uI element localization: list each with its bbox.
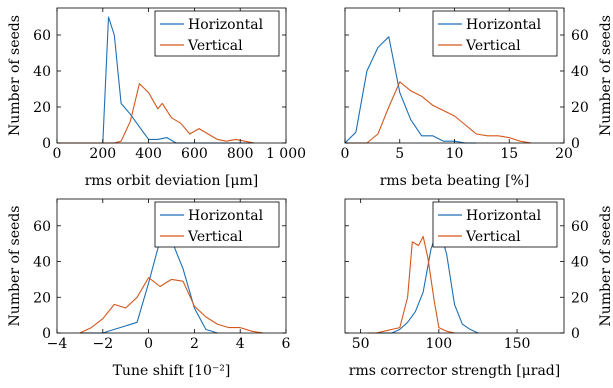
panel-2-y-tick-label: 0 — [571, 136, 580, 152]
panel-4-y-tick-label: 60 — [571, 219, 589, 235]
panel-1-legend-label-vertical: Vertical — [187, 38, 243, 54]
panel-3-legend-label-horizontal: Horizontal — [188, 208, 264, 224]
panel-3-x-tick-label: −4 — [47, 336, 68, 352]
panel-2-x-axis-label: rms beta beating [%] — [380, 173, 530, 189]
panel-1-x-tick-label: 400 — [135, 146, 162, 162]
panel-2-series-line-vertical — [345, 81, 532, 144]
panel-2-x-tick-label: 10 — [446, 146, 464, 162]
panel-3-x-tick-label: 2 — [190, 336, 199, 352]
panel-3-y-tick-label: 60 — [33, 219, 51, 235]
panel-4-x-tick-label: 100 — [425, 336, 452, 352]
chart-panel-1: 0 200 400 600 800 1 000 0 20 40 60 rms orbit devia… — [7, 7, 306, 189]
panel-3-plot-frame — [56, 198, 287, 334]
panel-4-y-tick-label: 0 — [571, 326, 580, 342]
panel-1-legend-box — [154, 10, 280, 57]
panel-1-legend-label-horizontal: Horizontal — [188, 17, 264, 33]
panel-4-legend-label-vertical: Vertical — [465, 229, 521, 245]
panel-4-y-tick-label: 20 — [571, 290, 589, 306]
panel-1-y-tick-label: 40 — [33, 64, 51, 80]
panel-3-x-tick-label: 0 — [144, 336, 153, 352]
panel-3-series-line-vertical — [79, 277, 264, 334]
panel-2-x-tick-label: 0 — [341, 146, 350, 162]
panel-3-x-axis-label: Tune shift [10⁻²] — [113, 363, 231, 379]
panel-1-legend: Horizontal Vertical — [154, 10, 280, 57]
panel-2-y-tick-label: 40 — [571, 64, 589, 80]
panel-2-y-tick-label: 60 — [571, 28, 589, 44]
panel-4-series-line-horizontal — [376, 225, 479, 334]
panel-1-y-axis-label: Number of seeds — [7, 15, 23, 136]
panel-1-plot-frame — [56, 7, 287, 144]
panel-3-x-tick-label: 4 — [236, 336, 245, 352]
panel-2-y-tick-label: 20 — [571, 100, 589, 116]
panel-2-legend-label-horizontal: Horizontal — [466, 17, 542, 33]
panel-1-y-tick-label: 20 — [33, 100, 51, 116]
panel-4-legend-label-horizontal: Horizontal — [466, 208, 542, 224]
panel-1-x-tick-label: 800 — [227, 146, 254, 162]
panel-2-x-tick-label: 5 — [395, 146, 404, 162]
panel-1-x-tick-label: 600 — [181, 146, 208, 162]
panel-3-y-tick-label: 0 — [42, 326, 51, 342]
panel-4-x-tick-label: 150 — [504, 336, 531, 352]
panel-3-y-tick-label: 20 — [33, 290, 51, 306]
panel-1-x-tick-label: 1 000 — [266, 146, 306, 162]
panel-4-plot-frame — [344, 198, 565, 334]
panel-3-y-tick-label: 40 — [33, 255, 51, 271]
panel-3-legend-label-vertical: Vertical — [187, 229, 243, 245]
panel-2-x-tick-label: 15 — [500, 146, 518, 162]
panel-4-legend-box — [432, 201, 558, 248]
panel-4-legend: Horizontal Vertical — [432, 201, 558, 248]
panel-4-x-tick-label: 50 — [352, 336, 370, 352]
panel-4-y-axis-label: Number of seeds — [598, 206, 613, 327]
panel-2-legend-box — [432, 10, 558, 57]
panel-3-x-tick-label: −2 — [92, 336, 113, 352]
panel-1-y-tick-label: 60 — [33, 28, 51, 44]
panel-3-series-line-horizontal — [79, 239, 218, 334]
panel-1-series-line-vertical — [57, 83, 255, 144]
panel-1-y-tick-label: 0 — [42, 136, 51, 152]
panel-1-x-tick-label: 200 — [89, 146, 116, 162]
panel-4-x-axis-label: rms corrector strength [μrad] — [349, 363, 560, 379]
panel-3-y-axis-label: Number of seeds — [7, 206, 23, 327]
panel-2-legend: Horizontal Vertical — [432, 10, 558, 57]
panel-4-series-line-vertical — [368, 235, 455, 334]
panel-2-y-axis-label: Number of seeds — [598, 15, 613, 136]
panel-2-x-tick-label: 20 — [555, 146, 573, 162]
panel-1-x-tick-label: 0 — [53, 146, 62, 162]
panel-4-y-tick-label: 40 — [571, 255, 589, 271]
panel-2-legend-label-vertical: Vertical — [465, 38, 521, 54]
panel-3-legend: Horizontal Vertical — [154, 201, 280, 248]
panel-3-x-tick-label: 6 — [282, 336, 291, 352]
panel-1-x-axis-label: rms orbit deviation [μm] — [85, 173, 259, 189]
panel-3-legend-box — [154, 201, 280, 248]
chart-panel-4: 50 100 150 0 20 40 60 rms corrector strength [μ… — [344, 198, 613, 379]
